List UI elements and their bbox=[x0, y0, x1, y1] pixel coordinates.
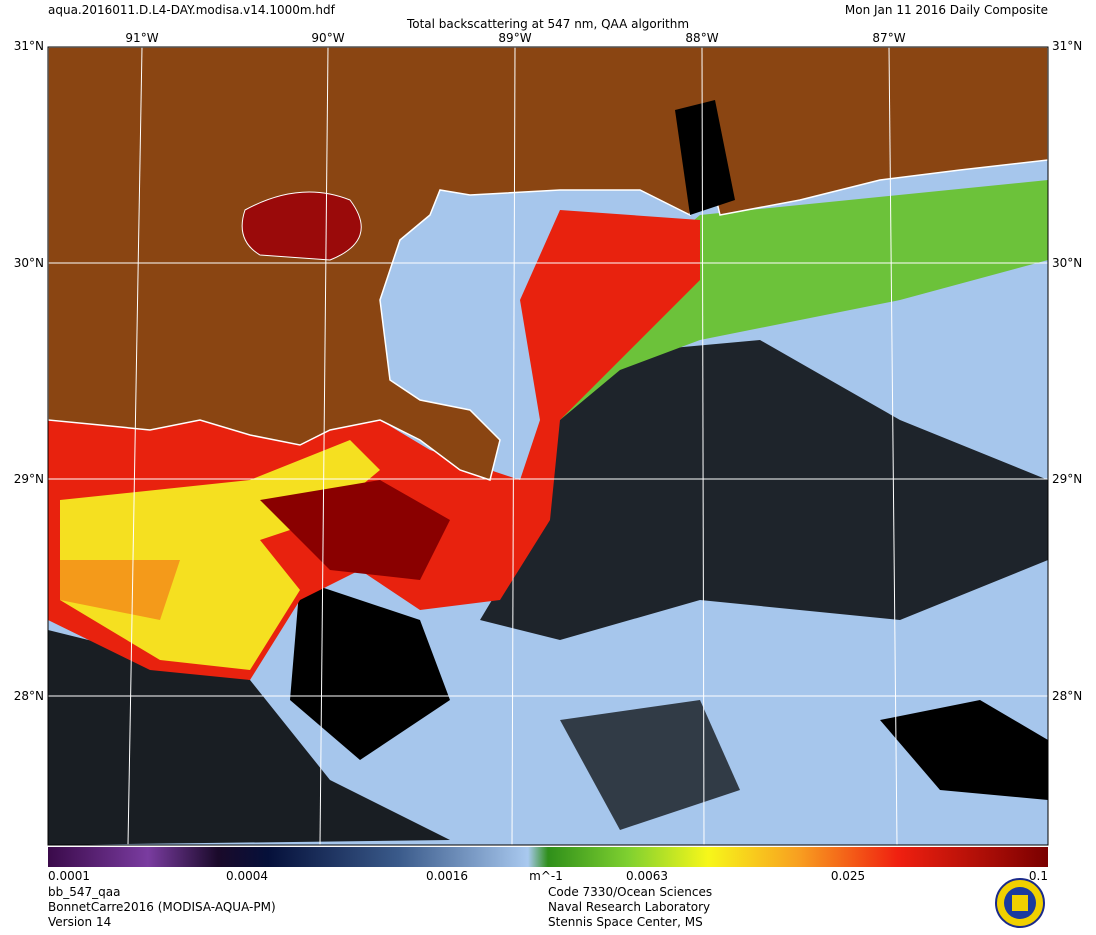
colorbar-label: 0.1 bbox=[1029, 869, 1048, 883]
colorbar bbox=[48, 847, 1048, 867]
grid-line bbox=[888, 46, 898, 846]
lake bbox=[241, 191, 362, 261]
colorbar-label: 0.0001 bbox=[48, 869, 90, 883]
lon-label: 89°W bbox=[498, 31, 531, 45]
title: Total backscattering at 547 nm, QAA algo… bbox=[406, 17, 689, 31]
map-image bbox=[47, 46, 1049, 845]
footer-text: Code 7330/Ocean Sciences bbox=[548, 885, 712, 899]
colorbar-label: 0.0063 bbox=[626, 869, 668, 883]
lat-label: 30°N bbox=[1052, 256, 1082, 270]
no-data bbox=[880, 700, 1048, 800]
colorbar-unit: m^-1 bbox=[529, 869, 563, 883]
footer-text: bb_547_qaa bbox=[48, 885, 120, 899]
footer-text: Version 14 bbox=[48, 915, 111, 929]
grid-line bbox=[319, 46, 329, 846]
lat-label: 31°N bbox=[1052, 39, 1082, 53]
no-data bbox=[48, 630, 450, 845]
grid-line bbox=[511, 46, 516, 846]
no-data bbox=[480, 340, 1048, 640]
grid-line bbox=[127, 46, 143, 846]
lat-label: 28°N bbox=[14, 689, 44, 703]
footer-text: Naval Research Laboratory bbox=[548, 900, 710, 914]
footer-text: Stennis Space Center, MS bbox=[548, 915, 703, 929]
lon-label: 88°W bbox=[685, 31, 718, 45]
lat-label: 28°N bbox=[1052, 689, 1082, 703]
orange-plume bbox=[60, 560, 180, 620]
grid-line bbox=[701, 46, 705, 846]
no-data bbox=[290, 580, 450, 760]
date: Mon Jan 11 2016 Daily Composite bbox=[845, 3, 1048, 17]
logo-part bbox=[1012, 895, 1028, 911]
filename: aqua.2016011.D.L4-DAY.modisa.v14.1000m.h… bbox=[48, 3, 336, 17]
bay bbox=[675, 100, 735, 215]
footer-text: BonnetCarre2016 (MODISA-AQUA-PM) bbox=[48, 900, 276, 914]
lon-label: 91°W bbox=[125, 31, 158, 45]
lon-label: 90°W bbox=[311, 31, 344, 45]
colorbar-label: 0.0004 bbox=[226, 869, 268, 883]
lat-label: 30°N bbox=[14, 256, 44, 270]
map-frame bbox=[47, 46, 1049, 846]
colorbar-label: 0.025 bbox=[831, 869, 865, 883]
no-data bbox=[560, 700, 740, 830]
logo bbox=[995, 878, 1045, 928]
graticule bbox=[48, 46, 1048, 846]
lat-label: 31°N bbox=[14, 39, 44, 53]
colorbar-label: 0.0016 bbox=[426, 869, 468, 883]
land bbox=[47, 46, 1049, 481]
dark-red-plume bbox=[260, 480, 450, 580]
lat-label: 29°N bbox=[14, 472, 44, 486]
green-plume bbox=[540, 180, 1048, 420]
lat-label: 29°N bbox=[1052, 472, 1082, 486]
lon-label: 87°W bbox=[872, 31, 905, 45]
